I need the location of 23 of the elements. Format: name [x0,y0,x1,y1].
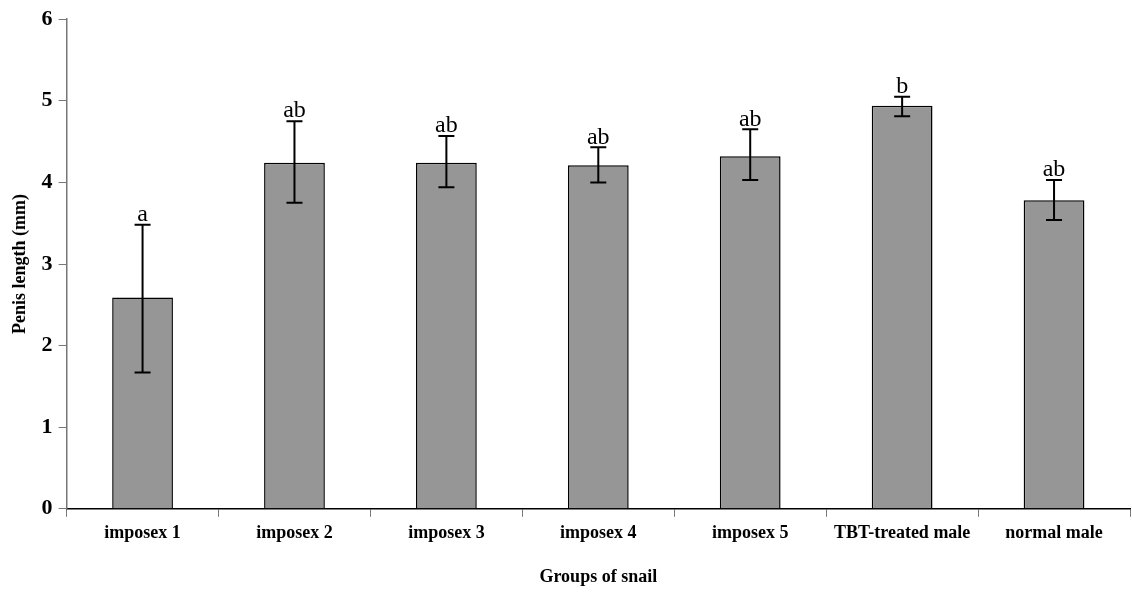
x-tick-label: TBT-treated male [833,522,971,543]
annotation: ab [283,96,306,123]
annotation: b [896,72,909,99]
annotation: ab [435,111,458,138]
annotation: ab [586,122,610,149]
x-tick-label: imposex 2 [256,522,333,543]
annotation: a [137,200,149,227]
x-tick-label: imposex 1 [104,522,181,543]
x-axis-title: Groups of snail [539,565,658,586]
y-tick-label: 3 [41,249,53,275]
annotation: ab [1042,155,1066,182]
y-axis-title: Penis length (mm) [9,194,31,334]
x-tick-label: imposex 5 [711,522,789,543]
y-tick-label: 5 [41,86,53,112]
annotation: ab [738,104,762,131]
y-tick-label: 6 [41,4,53,30]
y-tick-label: 2 [41,331,53,357]
x-tick-label: imposex 4 [560,522,637,543]
x-tick-label: normal male [1005,522,1103,543]
y-tick-label: 4 [41,168,53,194]
y-tick-label: 0 [41,494,53,520]
y-tick-label: 1 [41,412,53,438]
x-tick-label: imposex 3 [408,522,485,543]
